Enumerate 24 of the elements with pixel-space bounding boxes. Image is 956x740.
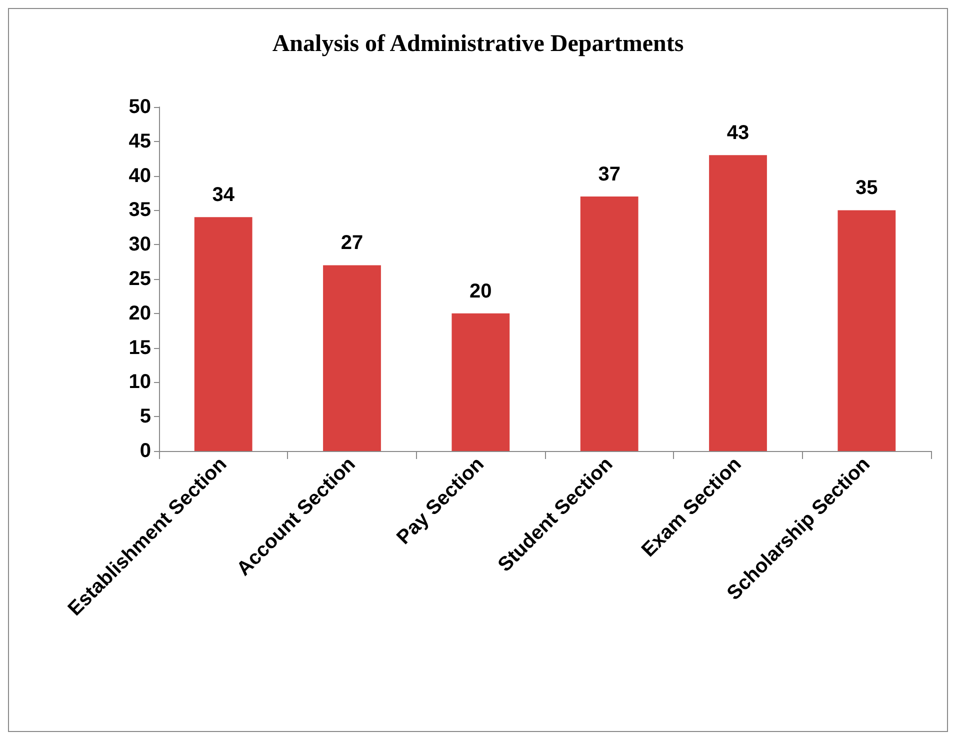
y-tick-label: 10 bbox=[128, 371, 151, 394]
y-tick-label: 30 bbox=[128, 234, 151, 256]
bar bbox=[323, 265, 381, 451]
bar bbox=[838, 210, 896, 451]
data-label: 35 bbox=[856, 177, 878, 200]
y-tick-label: 0 bbox=[140, 440, 151, 462]
y-tick-label: 35 bbox=[128, 199, 151, 222]
data-label: 43 bbox=[726, 122, 750, 144]
data-label: 34 bbox=[212, 184, 236, 206]
y-tick-label: 25 bbox=[128, 268, 151, 290]
y-tick-label: 20 bbox=[128, 302, 151, 324]
y-tick-label: 45 bbox=[128, 130, 151, 152]
y-tick-label: 5 bbox=[140, 406, 151, 428]
data-label: 37 bbox=[598, 163, 620, 186]
chart-title: Analysis of Administrative Departments bbox=[272, 31, 684, 57]
y-tick-label: 40 bbox=[128, 164, 151, 187]
data-label: 20 bbox=[470, 280, 492, 302]
y-tick-label: 50 bbox=[128, 96, 151, 118]
data-label: 27 bbox=[340, 232, 364, 254]
bar bbox=[452, 313, 510, 451]
bar bbox=[194, 217, 252, 451]
bar bbox=[580, 196, 638, 451]
bar bbox=[709, 155, 767, 451]
y-tick-label: 15 bbox=[128, 336, 151, 359]
